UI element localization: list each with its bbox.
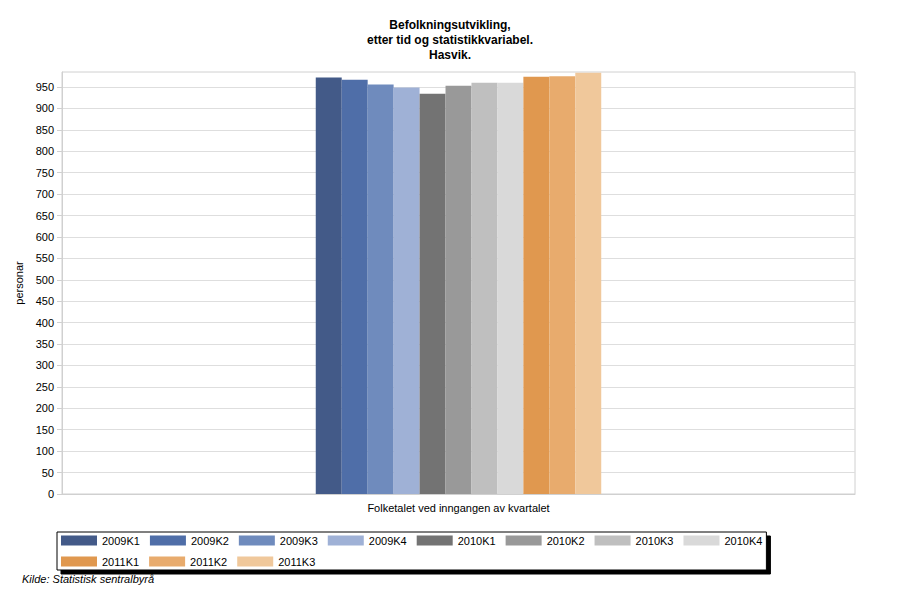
svg-text:Hasvik.: Hasvik. <box>429 48 471 62</box>
svg-text:2010K4: 2010K4 <box>724 535 762 547</box>
svg-text:250: 250 <box>36 381 54 393</box>
svg-text:400: 400 <box>36 317 54 329</box>
svg-text:2010K2: 2010K2 <box>547 535 585 547</box>
svg-text:50: 50 <box>42 467 54 479</box>
svg-text:900: 900 <box>36 102 54 114</box>
svg-text:2011K3: 2011K3 <box>278 556 315 568</box>
svg-text:700: 700 <box>36 188 54 200</box>
svg-text:2010K3: 2010K3 <box>636 535 674 547</box>
svg-text:etter tid og statistikkvariabe: etter tid og statistikkvariabel. <box>367 33 533 47</box>
svg-text:300: 300 <box>36 359 54 371</box>
svg-text:Folketalet ved inngangen av kv: Folketalet ved inngangen av kvartalet <box>367 502 549 514</box>
svg-text:100: 100 <box>36 445 54 457</box>
svg-text:2010K1: 2010K1 <box>458 535 496 547</box>
svg-text:personar: personar <box>13 261 25 305</box>
svg-text:350: 350 <box>36 338 54 350</box>
svg-text:Befolkningsutvikling,: Befolkningsutvikling, <box>389 18 510 32</box>
svg-text:2011K2: 2011K2 <box>190 556 227 568</box>
svg-text:2009K4: 2009K4 <box>369 535 407 547</box>
svg-text:750: 750 <box>36 167 54 179</box>
svg-text:200: 200 <box>36 402 54 414</box>
svg-text:150: 150 <box>36 424 54 436</box>
svg-text:0: 0 <box>48 488 54 500</box>
svg-text:800: 800 <box>36 145 54 157</box>
svg-text:950: 950 <box>36 81 54 93</box>
svg-text:2009K2: 2009K2 <box>191 535 229 547</box>
svg-text:500: 500 <box>36 274 54 286</box>
svg-text:2011K1: 2011K1 <box>102 556 139 568</box>
svg-text:2009K1: 2009K1 <box>102 535 140 547</box>
svg-text:650: 650 <box>36 210 54 222</box>
svg-text:450: 450 <box>36 295 54 307</box>
svg-text:2009K3: 2009K3 <box>280 535 318 547</box>
svg-text:600: 600 <box>36 231 54 243</box>
svg-text:550: 550 <box>36 252 54 264</box>
svg-text:Kilde: Statistisk sentralbyrå: Kilde: Statistisk sentralbyrå <box>22 573 154 585</box>
svg-text:850: 850 <box>36 124 54 136</box>
